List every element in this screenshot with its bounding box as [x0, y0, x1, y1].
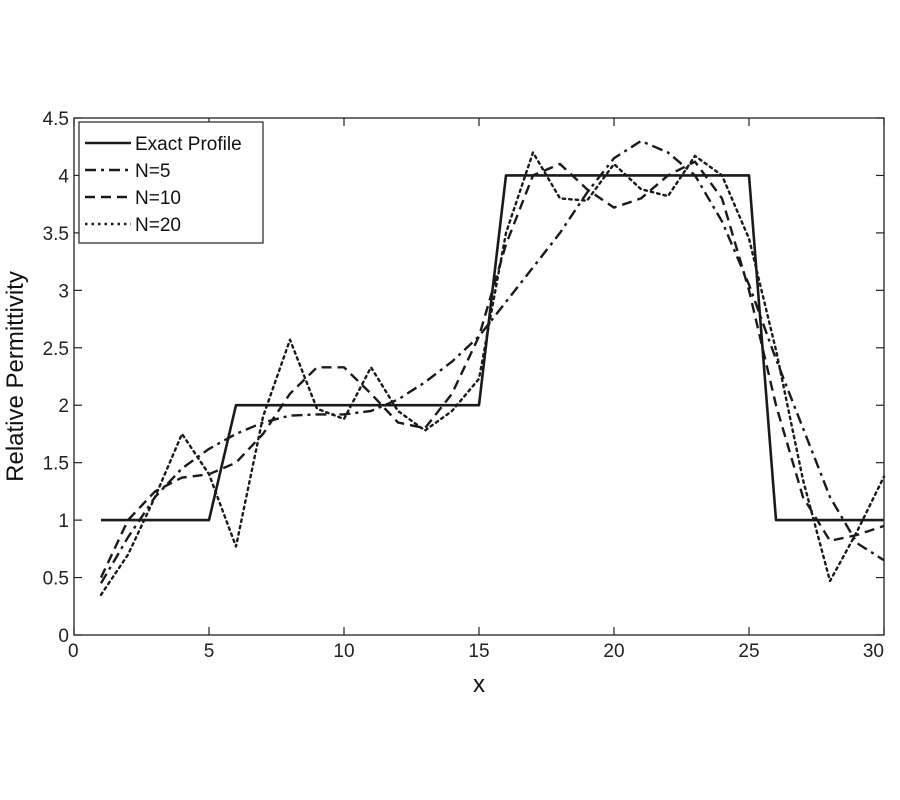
y-tick-label-0: 0 [58, 626, 69, 647]
x-tick-label-2: 10 [333, 641, 354, 662]
y-tick-label-6: 3 [58, 281, 69, 302]
axes: 0 5 10 15 20 25 30 0 0.5 1 1.5 2 2.5 3 3.5 4 4.5 x Relativ… [2, 109, 885, 698]
series-line-0 [101, 174, 884, 522]
legend-label-3: N=20 [135, 215, 181, 236]
x-tick-label-3: 15 [468, 641, 489, 662]
y-tick-label-1: 0.5 [43, 569, 69, 590]
x-tick-label-5: 25 [738, 641, 759, 662]
legend-label-1: N=5 [135, 161, 170, 182]
series-line-2 [99, 160, 885, 579]
x-tick-label-1: 5 [204, 641, 215, 662]
series-line-1 [99, 139, 885, 584]
y-tick-label-7: 3.5 [43, 224, 69, 245]
y-axis-label: Relative Permittivity [2, 271, 29, 482]
y-tick-label-2: 1 [58, 511, 69, 532]
x-tick-label-0: 0 [68, 641, 79, 662]
y-tick-label-3: 1.5 [43, 454, 69, 475]
x-axis-label: x [473, 671, 485, 698]
y-tick-label-8: 4 [58, 166, 69, 187]
y-tick-label-4: 2 [58, 396, 69, 417]
legend-label-2: N=10 [135, 188, 181, 209]
x-tick-label-6: 30 [863, 641, 884, 662]
x-tick-label-4: 20 [603, 641, 624, 662]
y-tick-label-5: 2.5 [43, 339, 69, 360]
plot-marks [99, 139, 886, 596]
legend: Exact Profile N=5 N=10 N=20 [78, 121, 264, 244]
series-line-3 [99, 151, 886, 596]
y-tick-label-9: 4.5 [43, 109, 69, 130]
legend-label-0: Exact Profile [135, 134, 242, 155]
